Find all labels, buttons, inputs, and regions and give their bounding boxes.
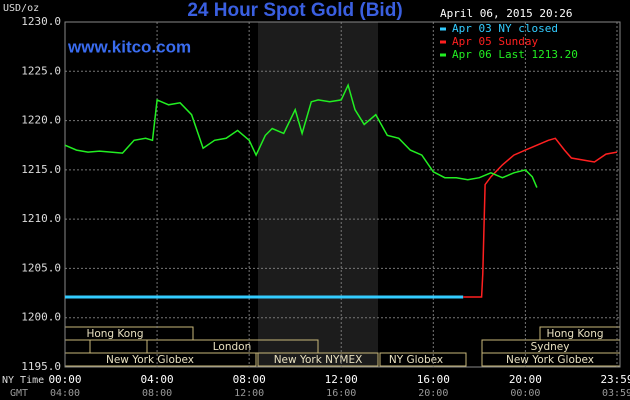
y-axis-label: USD/oz [3,3,39,14]
gmt-tick-label: 16:00 [326,388,356,399]
session-label: New York NYMEX [274,354,363,366]
x-tick-label: 23:59 [600,373,630,386]
legend-swatch [440,40,446,44]
x-tick-label: 20:00 [509,373,542,386]
x-tick-label: 12:00 [325,373,358,386]
y-tick-label: 1225.0 [21,64,61,77]
x-tick-label: 00:00 [48,373,81,386]
plot-frame [64,21,621,368]
session-label: Hong Kong [86,328,143,340]
legend-label: Apr 05 Sunday [452,35,538,48]
x-axis-label: NY Time [2,375,44,386]
x-tick-label: 16:00 [417,373,450,386]
legend-swatch [440,27,446,31]
y-tick-label: 1205.0 [21,261,61,274]
series-line [463,137,618,298]
timestamp: April 06, 2015 20:26 [440,7,572,20]
series-line [64,82,538,188]
session-box [379,352,467,367]
subtitle: www.kitco.com [67,37,191,56]
session-label: New York Globex [106,354,194,366]
legend-swatch [440,53,446,57]
x-tick-label: 04:00 [141,373,174,386]
gmt-tick-label: 20:00 [418,388,448,399]
session-label: NY Globex [389,354,443,366]
y-tick-label: 1220.0 [21,114,61,127]
session-label: London [213,341,252,353]
gmt-tick-label: 00:00 [510,388,540,399]
gmt-tick-label: 03:59 [602,388,630,399]
legend-label: Apr 06 Last 1213.20 [452,48,578,61]
nymex-session-shade [258,22,378,367]
session-label: Hong Kong [546,328,603,340]
y-tick-label: 1210.0 [21,212,61,225]
gmt-tick-label: 08:00 [142,388,172,399]
session-box [257,352,379,367]
y-tick-label: 1195.0 [21,360,61,373]
y-tick-label: 1230.0 [21,15,61,28]
chart-title: 24 Hour Spot Gold (Bid) [187,0,402,21]
x-tick-label: 08:00 [233,373,266,386]
y-tick-label: 1215.0 [21,163,61,176]
session-label: Sydney [531,341,570,353]
y-tick-label: 1200.0 [21,311,61,324]
x2-axis-label: GMT [10,388,28,399]
gmt-tick-label: 12:00 [234,388,264,399]
session-label: New York Globex [506,354,594,366]
legend-label: Apr 03 NY closed [452,22,558,35]
gmt-tick-label: 04:00 [50,388,80,399]
